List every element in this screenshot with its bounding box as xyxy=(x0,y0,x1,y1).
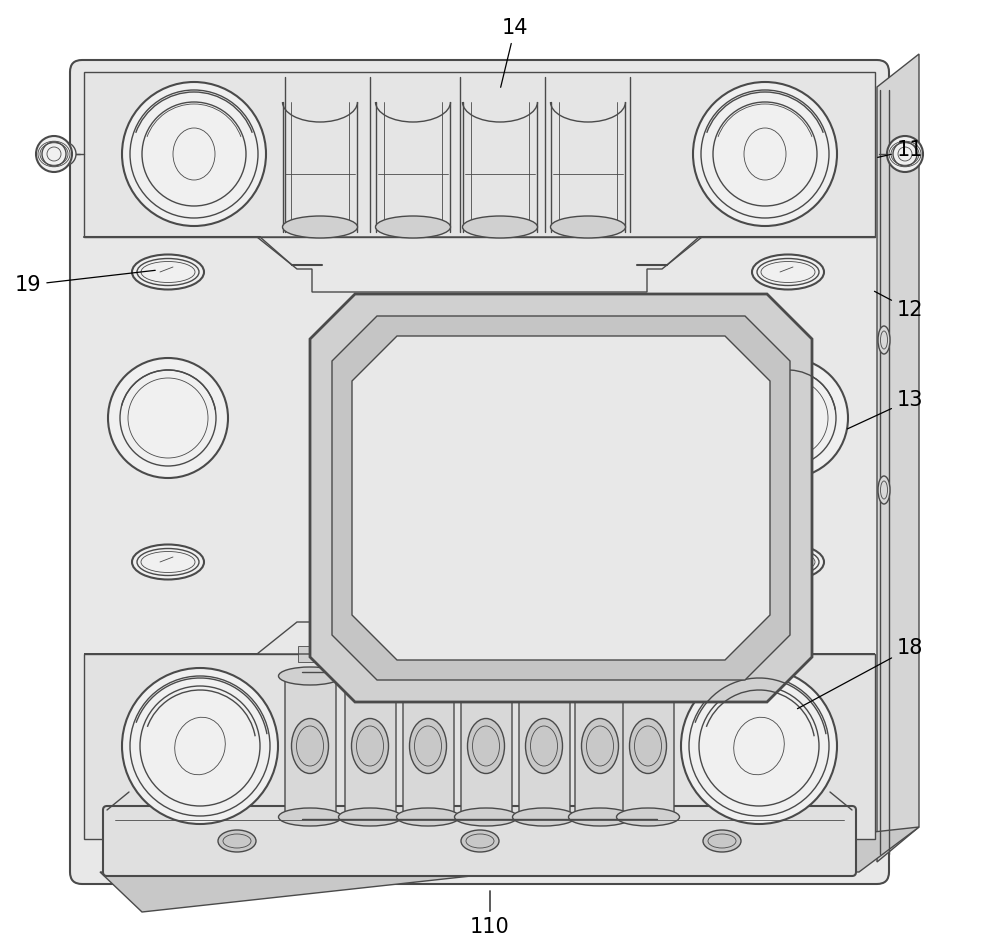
FancyBboxPatch shape xyxy=(403,671,454,822)
Polygon shape xyxy=(877,54,919,862)
Circle shape xyxy=(693,82,837,226)
FancyBboxPatch shape xyxy=(519,671,570,822)
Bar xyxy=(416,646,440,662)
FancyBboxPatch shape xyxy=(575,671,626,822)
Ellipse shape xyxy=(512,808,576,826)
Bar xyxy=(84,72,875,237)
Ellipse shape xyxy=(454,808,518,826)
Bar xyxy=(588,646,612,662)
Text: 13: 13 xyxy=(848,390,923,429)
Ellipse shape xyxy=(352,718,388,773)
Circle shape xyxy=(122,82,266,226)
Bar xyxy=(298,646,322,662)
FancyBboxPatch shape xyxy=(103,806,856,876)
Ellipse shape xyxy=(878,476,890,504)
Text: 11: 11 xyxy=(878,140,923,160)
Polygon shape xyxy=(100,827,919,912)
Text: 19: 19 xyxy=(15,270,155,295)
Ellipse shape xyxy=(752,545,824,580)
Ellipse shape xyxy=(218,830,256,852)
Text: 18: 18 xyxy=(797,638,923,709)
Ellipse shape xyxy=(132,254,204,289)
Text: 14: 14 xyxy=(501,18,528,87)
Bar xyxy=(474,646,498,662)
Ellipse shape xyxy=(454,667,518,685)
Ellipse shape xyxy=(410,718,446,773)
FancyBboxPatch shape xyxy=(623,671,674,822)
Ellipse shape xyxy=(616,667,680,685)
Bar xyxy=(84,654,875,839)
Polygon shape xyxy=(310,294,812,702)
Ellipse shape xyxy=(703,830,741,852)
Circle shape xyxy=(52,142,76,166)
Circle shape xyxy=(36,136,72,172)
Circle shape xyxy=(681,668,837,824)
Bar xyxy=(358,646,382,662)
Polygon shape xyxy=(332,316,790,680)
Ellipse shape xyxy=(338,667,402,685)
Ellipse shape xyxy=(461,830,499,852)
Ellipse shape xyxy=(132,545,204,580)
Circle shape xyxy=(728,358,848,478)
Ellipse shape xyxy=(278,808,342,826)
Ellipse shape xyxy=(468,718,505,773)
Ellipse shape xyxy=(278,667,342,685)
Bar xyxy=(636,646,660,662)
Ellipse shape xyxy=(878,326,890,354)
Circle shape xyxy=(108,358,228,478)
Ellipse shape xyxy=(396,808,460,826)
Polygon shape xyxy=(352,336,770,660)
Text: 110: 110 xyxy=(470,891,510,937)
Bar xyxy=(532,646,556,662)
Ellipse shape xyxy=(338,808,402,826)
Ellipse shape xyxy=(568,667,632,685)
Ellipse shape xyxy=(462,216,538,238)
Ellipse shape xyxy=(283,216,358,238)
Ellipse shape xyxy=(752,254,824,289)
Ellipse shape xyxy=(550,216,626,238)
FancyBboxPatch shape xyxy=(70,60,889,884)
FancyBboxPatch shape xyxy=(461,671,512,822)
Ellipse shape xyxy=(526,718,562,773)
FancyBboxPatch shape xyxy=(345,671,396,822)
Ellipse shape xyxy=(616,808,680,826)
Ellipse shape xyxy=(568,808,632,826)
Circle shape xyxy=(887,136,923,172)
Ellipse shape xyxy=(512,667,576,685)
Text: 12: 12 xyxy=(874,291,923,320)
Ellipse shape xyxy=(396,667,460,685)
FancyBboxPatch shape xyxy=(285,671,336,822)
Ellipse shape xyxy=(630,718,666,773)
Circle shape xyxy=(122,668,278,824)
Ellipse shape xyxy=(376,216,450,238)
Ellipse shape xyxy=(582,718,618,773)
Ellipse shape xyxy=(292,718,328,773)
